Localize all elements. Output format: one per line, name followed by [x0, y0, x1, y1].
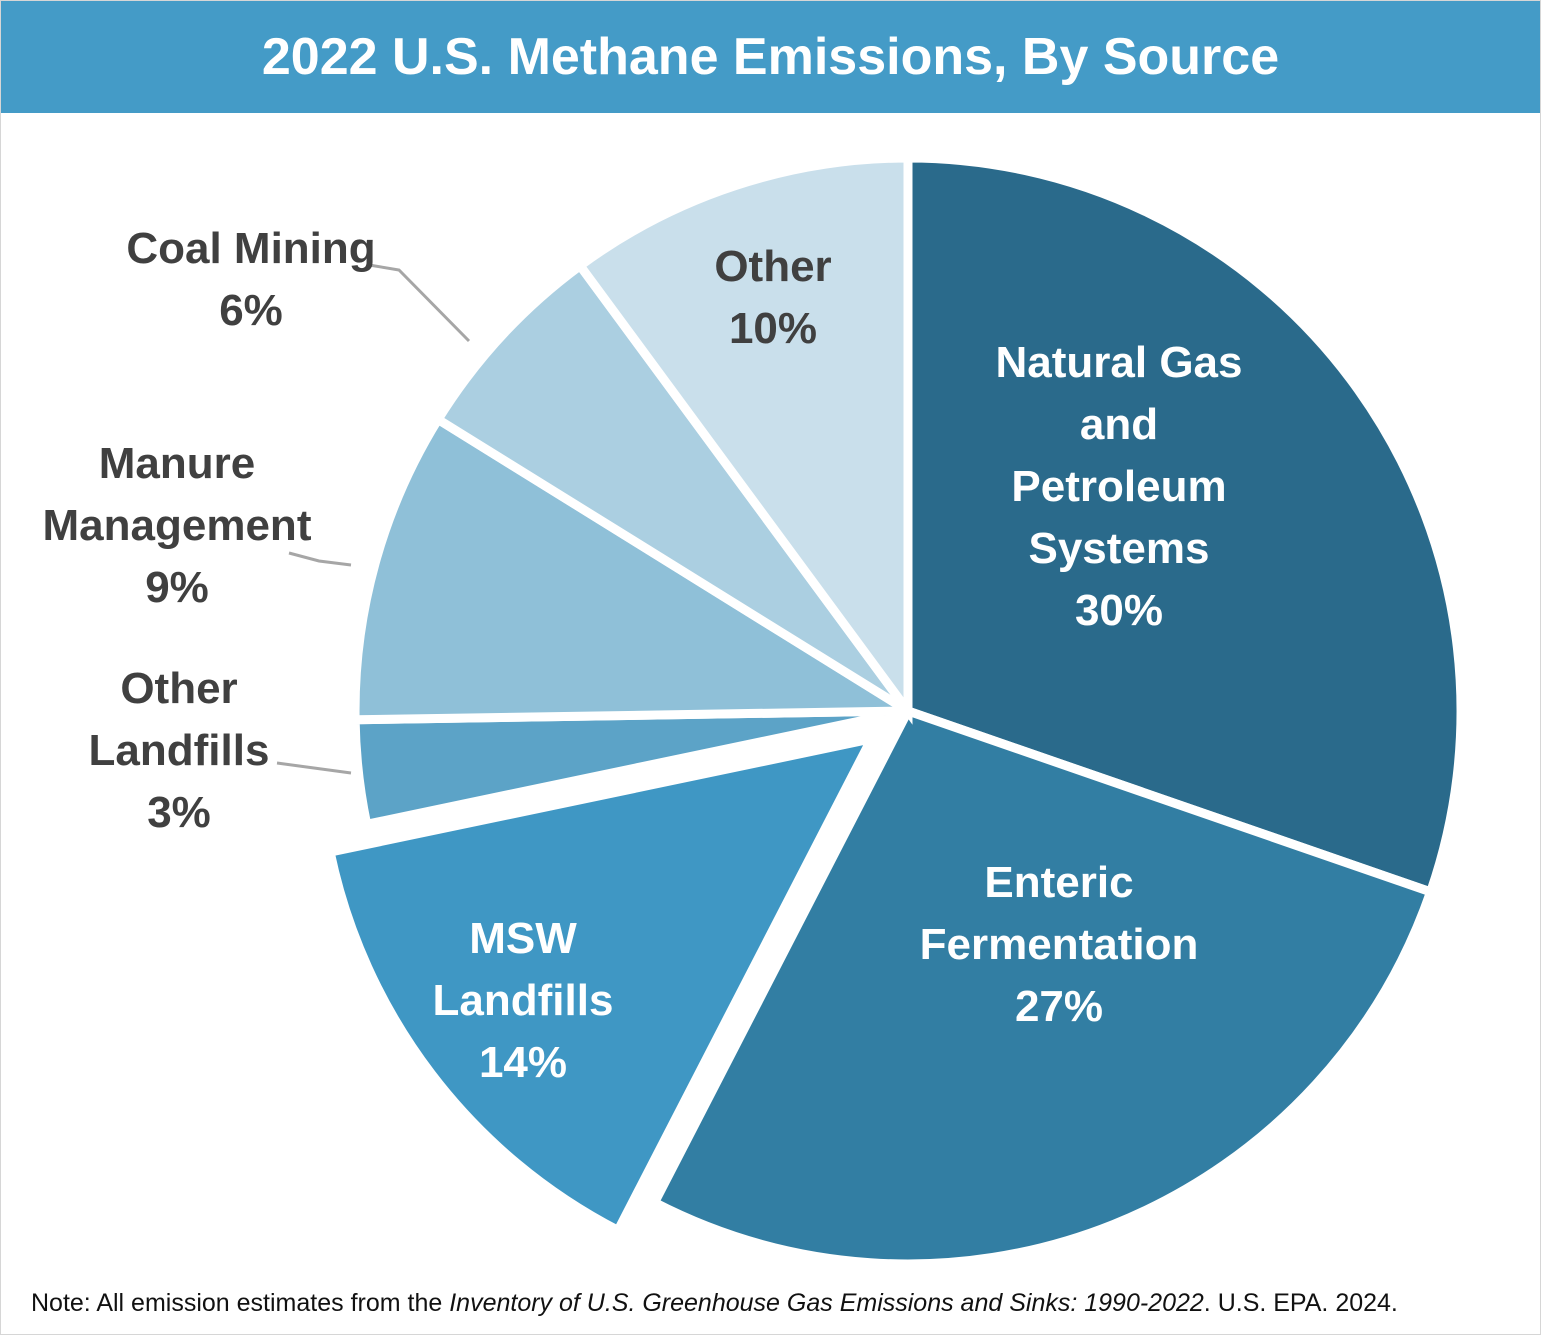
label-line: Manure: [98, 439, 256, 488]
label-line: Other: [120, 664, 238, 713]
label-line: Landfills: [88, 726, 270, 775]
label-line: Systems: [1028, 524, 1210, 573]
source-note: Note: All emission estimates from the In…: [31, 1289, 1398, 1318]
label-line: Landfills: [432, 976, 614, 1025]
slice-other: [573, 153, 913, 725]
label-value: 6%: [219, 286, 283, 335]
label-line: MSW: [469, 914, 577, 963]
label-enteric-fermentation: Enteric Fermentation 27%: [920, 852, 1199, 1038]
label-other-landfills: Other Landfills 3%: [89, 658, 270, 844]
title-bar: 2022 U.S. Methane Emissions, By Source: [1, 1, 1540, 113]
label-value: 27%: [1014, 982, 1104, 1031]
label-value: 30%: [1074, 586, 1164, 635]
label-line: Petroleum: [1011, 462, 1227, 511]
label-line: Coal Mining: [126, 224, 376, 273]
label-manure-management: Manure Management 9%: [43, 433, 312, 619]
label-value: 9%: [145, 563, 209, 612]
label-other: Other 10%: [714, 236, 831, 360]
slice-enteric-fermentation: [648, 705, 1437, 1269]
note-citation: Inventory of U.S. Greenhouse Gas Emissio…: [449, 1289, 1204, 1317]
label-natural-gas-petroleum: Natural Gas and Petroleum Systems 30%: [996, 332, 1243, 642]
slice-natural-gas-petroleum: [903, 153, 1466, 898]
label-line: Fermentation: [919, 920, 1199, 969]
leader-line-coal-mining: [368, 263, 471, 343]
chart-title: 2022 U.S. Methane Emissions, By Source: [261, 28, 1280, 86]
label-msw-landfills: MSW Landfills 14%: [433, 908, 614, 1094]
label-line: Enteric: [984, 858, 1134, 907]
note-prefix: Note: All emission estimates from the: [31, 1289, 450, 1317]
slice-coal-mining: [431, 259, 912, 715]
leader-line-manure-management: [288, 551, 352, 567]
slice-manure-management: [350, 413, 924, 725]
slice-msw-landfills: [324, 732, 880, 1237]
label-value: 3%: [147, 788, 211, 837]
pie-slices: [324, 153, 1466, 1269]
leader-line-other-landfills: [276, 761, 352, 775]
label-line: Management: [42, 501, 312, 550]
label-line: Natural Gas: [995, 338, 1243, 387]
label-line: Other: [714, 242, 832, 291]
label-line: and: [1079, 400, 1159, 449]
label-value: 10%: [728, 304, 818, 353]
label-value: 14%: [478, 1038, 568, 1087]
label-coal-mining: Coal Mining 6%: [126, 218, 375, 342]
note-suffix: . U.S. EPA. 2024.: [1203, 1289, 1398, 1317]
